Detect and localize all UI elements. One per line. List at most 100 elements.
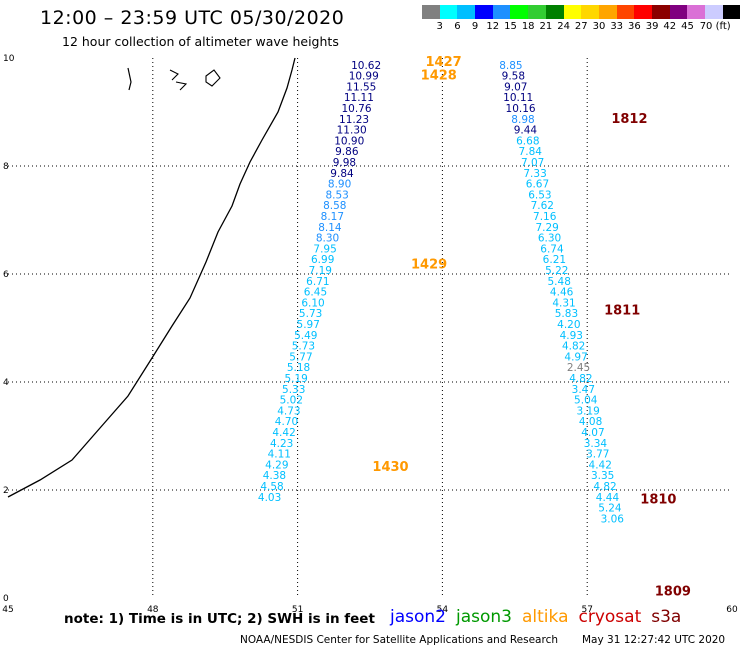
wave-height-label: 7.84 (519, 146, 543, 158)
color-scale-label: 24 (557, 21, 570, 32)
wave-height-label: 8.90 (328, 179, 351, 191)
color-swatch (439, 5, 458, 19)
x-tick-label: 48 (147, 605, 159, 615)
color-swatch (634, 5, 652, 19)
wave-height-label: 6.74 (540, 243, 564, 255)
wave-height-label: 4.42 (272, 427, 295, 439)
wave-height-label: 4.38 (263, 470, 286, 482)
wave-height-label: 4.73 (277, 405, 300, 417)
wave-height-label: 7.16 (533, 211, 557, 223)
color-swatch (705, 5, 723, 19)
legend-entry: jason2 (390, 607, 446, 627)
color-swatch (598, 5, 617, 19)
wave-height-label: 6.68 (516, 135, 539, 147)
wave-height-label: 4.23 (270, 438, 293, 450)
wave-height-label: 4.82 (569, 373, 592, 385)
pass-number-label: 1428 (421, 69, 457, 84)
wave-height-label: 9.86 (335, 146, 359, 158)
x-tick-label: 60 (726, 605, 738, 615)
wave-height-label: 4.08 (579, 416, 602, 428)
wave-height-label: 6.71 (306, 276, 329, 288)
pass-number-label: 1812 (611, 112, 647, 127)
wave-height-label: 10.90 (334, 135, 364, 147)
color-scale-label: 15 (504, 21, 517, 32)
wave-height-label: 10.11 (503, 92, 533, 104)
wave-height-label: 11.11 (344, 92, 374, 104)
wave-height-label: 3.34 (584, 438, 608, 450)
y-tick-label: 8 (3, 162, 9, 172)
wave-height-label: 10.76 (341, 103, 371, 115)
wave-height-label: 8.53 (325, 189, 348, 201)
coastline-path (7, 57, 296, 498)
wave-height-label: 5.48 (548, 276, 571, 288)
color-swatch (563, 5, 582, 19)
wave-height-label: 7.62 (531, 200, 554, 212)
wave-height-label: 4.97 (564, 351, 587, 363)
wave-height-label: 8.58 (323, 200, 346, 212)
satellite-legend: jason2 jason3 altika cryosat s3a (390, 607, 691, 627)
pass-number-label: 1809 (655, 584, 691, 599)
lat-lon-grid (8, 58, 732, 598)
color-swatch (722, 5, 740, 19)
wave-height-label: 7.29 (535, 222, 558, 234)
y-tick-label: 6 (3, 270, 9, 280)
wave-height-label: 3.77 (586, 449, 609, 461)
wave-height-label: 4.82 (593, 481, 616, 493)
wave-height-label: 11.55 (346, 81, 376, 93)
wave-height-label: 8.85 (499, 60, 522, 72)
color-swatch (422, 5, 440, 19)
wave-height-label: 3.35 (591, 470, 614, 482)
color-swatch (510, 5, 529, 19)
color-swatch (492, 5, 511, 19)
wave-height-label: 4.44 (596, 492, 620, 504)
color-swatch (457, 5, 476, 19)
color-scale-label: 21 (539, 21, 553, 32)
color-scale-label: 18 (521, 21, 535, 32)
wave-height-label: 8.98 (511, 114, 534, 126)
x-tick-label: 57 (581, 605, 592, 615)
wave-height-label: 4.46 (550, 287, 574, 299)
wave-height-label: 6.10 (301, 297, 324, 309)
map-subtitle: 12 hour collection of altimeter wave hei… (62, 34, 339, 49)
color-scale-label: 12 (486, 21, 500, 32)
wave-height-label: 4.31 (552, 297, 575, 309)
color-scale-label: 3 (436, 21, 443, 32)
x-tick-label: 51 (292, 605, 303, 615)
wave-height-label: 9.58 (502, 71, 525, 83)
x-tick-label: 54 (437, 605, 449, 615)
wave-height-label: 4.58 (260, 481, 283, 493)
legend-entry: jason3 (456, 607, 512, 627)
wave-height-label: 3.19 (576, 405, 599, 417)
credit-line: NOAA/NESDIS Center for Satellite Applica… (240, 634, 558, 646)
altimeter-tracks: 10.6210.9911.5511.1110.7611.2311.3010.90… (258, 60, 624, 526)
wave-height-label: 5.73 (292, 341, 315, 353)
pass-number-label: 1811 (604, 304, 640, 319)
color-scale-label: 70 (ft) (699, 21, 731, 32)
color-scale-label: 30 (592, 21, 606, 32)
wave-height-label: 5.73 (299, 308, 322, 320)
wave-height-label: 11.30 (337, 125, 367, 137)
pass-number-label: 1810 (640, 493, 676, 508)
wave-height-label: 3.47 (572, 384, 595, 396)
y-tick-label: 4 (3, 378, 9, 388)
wave-height-label: 5.02 (280, 395, 303, 407)
wave-height-label: 4.93 (560, 330, 583, 342)
wave-height-label: 9.98 (333, 157, 356, 169)
wave-height-label: 4.03 (258, 492, 281, 504)
wave-height-label: 10.62 (351, 60, 381, 72)
wave-height-label: 11.23 (339, 114, 369, 126)
color-swatch (528, 5, 546, 19)
wave-height-label: 6.45 (304, 287, 327, 299)
wave-height-label: 5.97 (297, 319, 320, 331)
map-title: 12:00 – 23:59 UTC 05/30/2020 (40, 7, 345, 29)
wave-height-label: 6.21 (543, 254, 566, 266)
units-note: note: 1) Time is in UTC; 2) SWH is in fe… (64, 611, 375, 627)
y-tick-label: 0 (3, 594, 9, 604)
wave-height-label: 5.77 (289, 351, 312, 363)
color-swatch (581, 5, 599, 19)
wave-height-label: 5.49 (294, 330, 317, 342)
y-tick-label: 2 (3, 486, 9, 496)
island-shape (205, 69, 221, 87)
